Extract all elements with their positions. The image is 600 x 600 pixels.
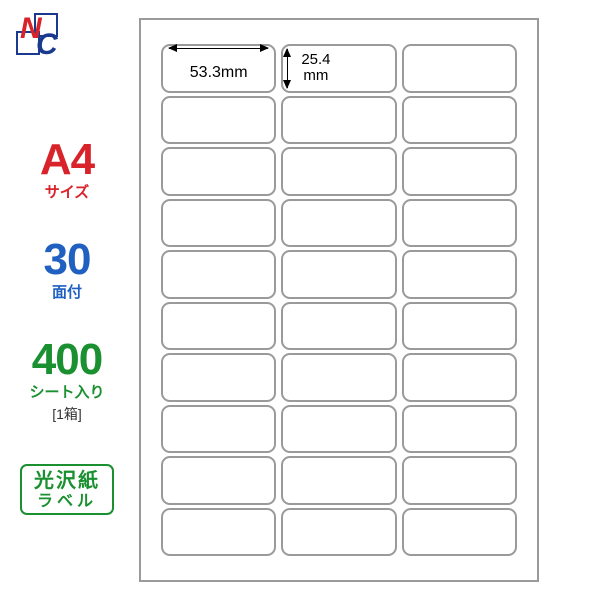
label-cell: [161, 147, 276, 196]
label-cell: [281, 456, 396, 505]
paper-badge: 光沢紙 ラベル: [20, 464, 114, 515]
label-cell: [402, 250, 517, 299]
label-cell: [281, 250, 396, 299]
label-grid: 53.3mm 25.4mm: [161, 44, 517, 556]
label-cell: [161, 456, 276, 505]
width-dimension-label: 53.3mm: [163, 64, 274, 82]
label-cell: [281, 199, 396, 248]
label-cell: [281, 353, 396, 402]
spec-size-label: サイズ: [12, 184, 122, 202]
spec-faces: 30 面付: [12, 238, 122, 302]
brand-logo: N C: [12, 12, 62, 56]
label-cell: [402, 147, 517, 196]
label-cell: 25.4mm: [281, 44, 396, 93]
specs-panel: A4 サイズ 30 面付 400 シート入り [1箱] 光沢紙 ラベル: [12, 138, 122, 551]
paper-badge-line1: 光沢紙: [22, 470, 112, 493]
height-dimension-label: 25.4mm: [301, 52, 330, 84]
width-dimension: [169, 48, 268, 49]
spec-sheets-label: シート入り: [12, 384, 122, 402]
label-cell: [402, 96, 517, 145]
label-cell: [402, 199, 517, 248]
label-cell: [402, 353, 517, 402]
label-cell: [161, 353, 276, 402]
label-cell: [402, 302, 517, 351]
spec-faces-label: 面付: [12, 284, 122, 302]
label-cell: [402, 508, 517, 557]
label-cell: [281, 302, 396, 351]
label-cell: [281, 96, 396, 145]
label-cell: [161, 405, 276, 454]
spec-size: A4 サイズ: [12, 138, 122, 202]
height-dimension: [287, 49, 288, 88]
label-cell: [161, 199, 276, 248]
label-cell: [161, 250, 276, 299]
spec-faces-value: 30: [12, 238, 122, 282]
spec-sheets: 400 シート入り [1箱]: [12, 338, 122, 424]
svg-text:C: C: [36, 28, 59, 56]
paper-badge-line2: ラベル: [22, 493, 112, 511]
label-cell: [402, 44, 517, 93]
spec-paper: 光沢紙 ラベル: [12, 464, 122, 515]
label-cell: [281, 508, 396, 557]
spec-sheets-value: 400: [12, 338, 122, 382]
spec-sheets-sub: [1箱]: [12, 404, 122, 424]
label-sheet: 53.3mm 25.4mm: [139, 18, 539, 582]
spec-size-value: A4: [12, 138, 122, 182]
label-cell: [161, 302, 276, 351]
label-cell: [281, 405, 396, 454]
label-cell: [281, 147, 396, 196]
label-cell: [402, 405, 517, 454]
label-cell: [161, 96, 276, 145]
label-cell: 53.3mm: [161, 44, 276, 93]
label-cell: [402, 456, 517, 505]
label-cell: [161, 508, 276, 557]
